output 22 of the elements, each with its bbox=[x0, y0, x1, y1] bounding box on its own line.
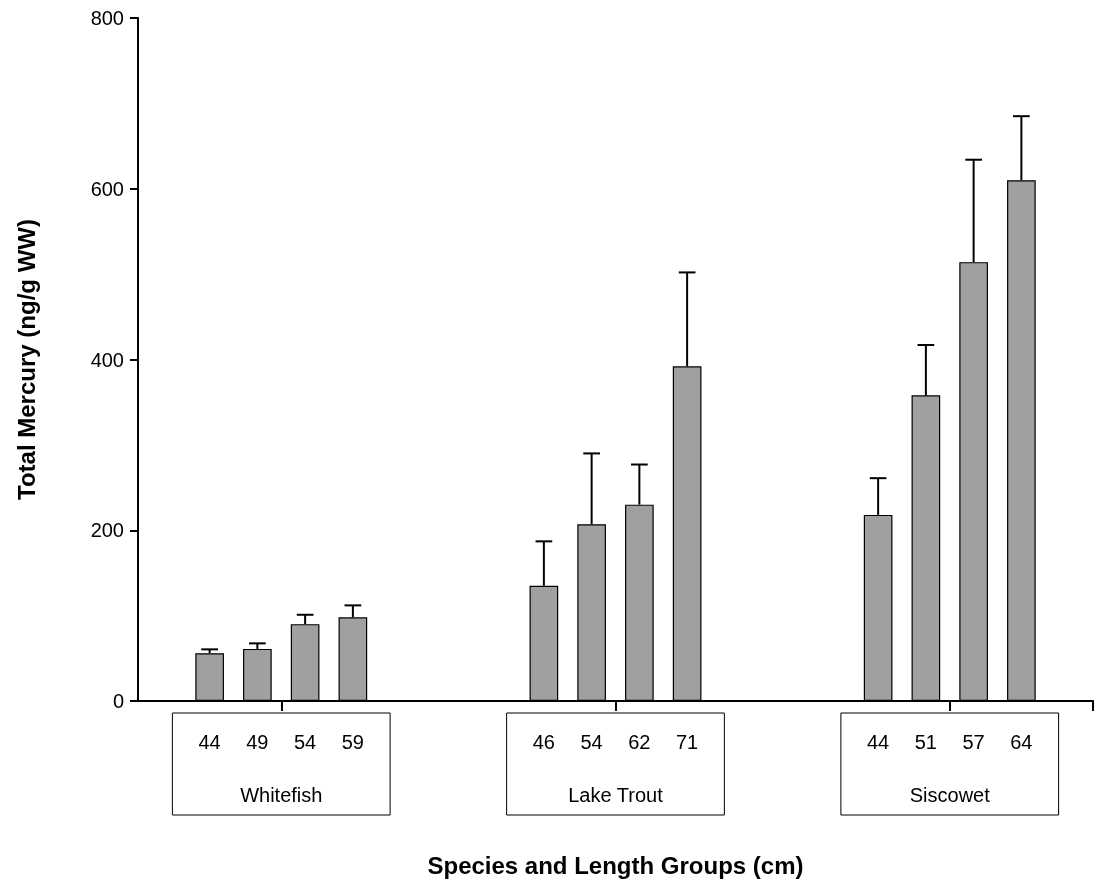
x-tick-label: 46 bbox=[532, 731, 555, 753]
y-tick-label: 200 bbox=[90, 519, 124, 542]
y-tick-label: 600 bbox=[90, 177, 124, 200]
x-tick-label: 71 bbox=[676, 731, 699, 753]
x-tick-label: 57 bbox=[962, 731, 985, 753]
x-tick-label: 64 bbox=[1010, 731, 1033, 753]
y-tick-label: 800 bbox=[90, 7, 124, 29]
text: Whitefish bbox=[240, 784, 323, 806]
x-tick-label: 44 bbox=[198, 731, 221, 753]
y-tick-label: 0 bbox=[112, 690, 124, 712]
x-tick-label: 62 bbox=[628, 731, 651, 753]
text: Siscowet bbox=[909, 784, 991, 806]
x-tick-label: 44 bbox=[867, 731, 890, 753]
x-tick-label: 49 bbox=[246, 731, 269, 753]
x-tick-label: 54 bbox=[294, 731, 317, 753]
x-tick-label: 59 bbox=[341, 731, 364, 753]
x-tick-label: 54 bbox=[580, 731, 603, 753]
x-tick-label: 51 bbox=[914, 731, 937, 753]
text: Lake Trout bbox=[568, 784, 664, 806]
y-axis-title: Total Mercury (ng/g WW) bbox=[12, 219, 40, 500]
x-axis-title: Species and Length Groups (cm) bbox=[427, 851, 804, 879]
y-tick-label: 400 bbox=[90, 348, 124, 371]
